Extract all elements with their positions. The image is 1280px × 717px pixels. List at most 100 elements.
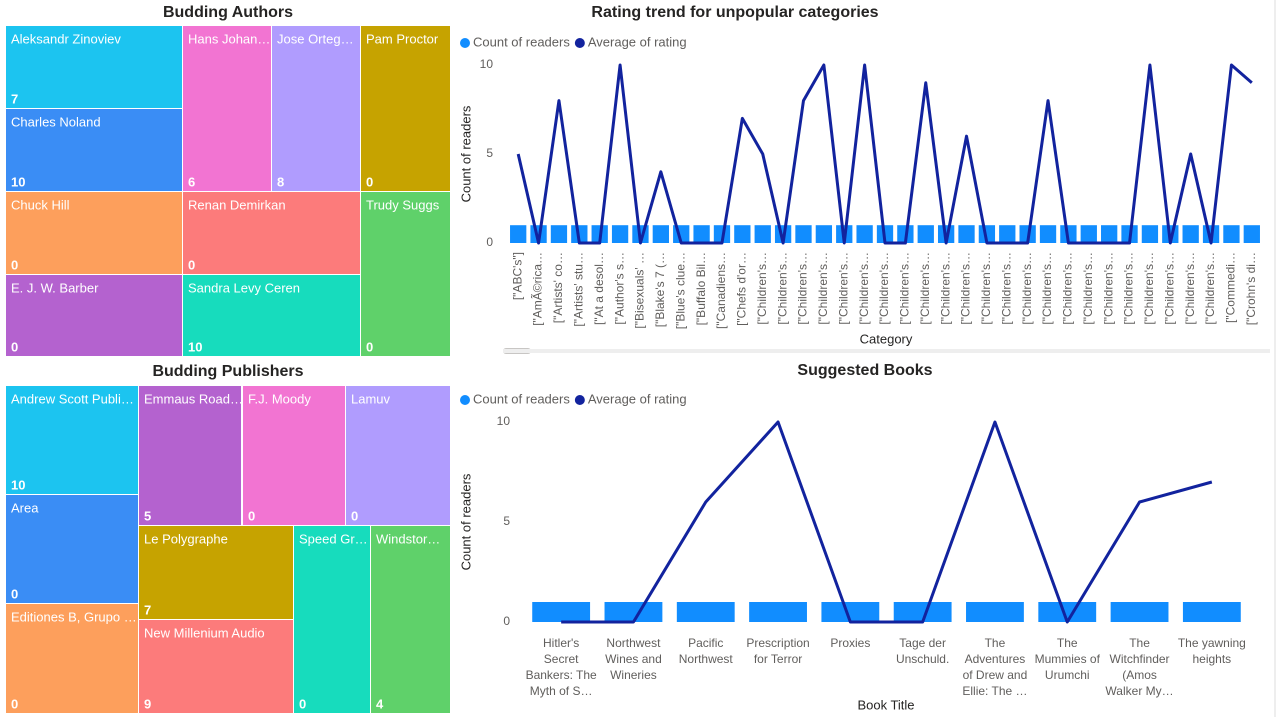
x-tick-label: Northwest Wines and Wineries xyxy=(605,636,662,682)
tile-value: 0 xyxy=(11,586,18,601)
legend-marker xyxy=(460,38,470,48)
y-tick-label: 0 xyxy=(503,614,510,628)
x-tick-label: Pacific Northwest xyxy=(678,636,733,666)
tile-label: Lamuv xyxy=(351,391,391,406)
y-axis-title: Count of readers xyxy=(458,473,473,570)
x-tick-label: ["Canadiens… xyxy=(714,252,728,329)
x-tick-label: ["Children's… xyxy=(959,252,973,325)
x-tick-label: ["Children's… xyxy=(816,252,830,325)
treemap-tile xyxy=(6,192,182,274)
treemap-tile xyxy=(6,109,182,191)
bar xyxy=(676,602,735,622)
y-tick-label: 5 xyxy=(503,514,510,528)
x-tick-label: The yawning heights xyxy=(1177,636,1246,666)
bar xyxy=(604,602,663,622)
treemap-tile xyxy=(183,275,360,356)
bar xyxy=(652,225,669,243)
y-tick-label: 10 xyxy=(497,414,511,428)
treemap-tile xyxy=(183,192,360,274)
tile-value: 10 xyxy=(11,477,25,492)
tile-label: Pam Proctor xyxy=(366,31,439,46)
x-tick-label: Hitler's Secret Bankers: The Myth of S… xyxy=(525,636,597,698)
x-tick-label: ["Blake's 7 (… xyxy=(653,252,667,327)
tile-label: F.J. Moody xyxy=(248,391,311,406)
tile-value: 8 xyxy=(277,174,284,189)
bar xyxy=(856,225,873,243)
tile-label: Trudy Suggs xyxy=(366,197,440,212)
x-tick-label: Prescription for Terror xyxy=(746,636,810,666)
treemap-tile xyxy=(294,526,370,713)
legend-label: Count of readers xyxy=(473,34,570,49)
bar xyxy=(999,225,1016,243)
tile-value: 10 xyxy=(188,339,202,354)
x-tick-label: ["Children's… xyxy=(857,252,871,325)
legend-marker xyxy=(574,395,585,405)
bar xyxy=(1141,225,1159,243)
x-tick-label: ["Blue's clue… xyxy=(673,252,687,329)
treemap-tile xyxy=(6,26,182,108)
x-tick-label: ["At a desol… xyxy=(592,252,606,325)
treemap-tile xyxy=(272,26,360,191)
x-tick-label: ["Chefs d'or… xyxy=(735,252,749,326)
bar xyxy=(611,225,629,243)
tile-label: Charles Noland xyxy=(11,114,101,129)
bar xyxy=(734,225,751,243)
x-tick-label: The Mummies of Urumchi xyxy=(1034,636,1100,682)
x-tick-label: ["Artists' co… xyxy=(551,252,565,323)
bar xyxy=(1223,225,1240,243)
x-tick-label: ["Children's… xyxy=(979,252,993,325)
treemap-tile xyxy=(6,275,182,356)
chart-title: Suggested Books xyxy=(797,362,932,379)
bar xyxy=(917,225,934,243)
treemap-tile xyxy=(139,526,293,619)
treemap-tile xyxy=(6,386,138,494)
tile-label: Sandra Levy Ceren xyxy=(188,280,300,295)
tile-label: Editiones B, Grupo … xyxy=(11,609,137,624)
tile-value: 0 xyxy=(366,174,373,189)
tile-label: Andrew Scott Publi… xyxy=(11,391,134,406)
x-tick-label: ["Children's… xyxy=(796,252,810,325)
legend-marker xyxy=(460,395,470,405)
bar xyxy=(978,225,996,243)
x-tick-label: ["Children's… xyxy=(938,252,952,325)
x-tick-label: ["Children's… xyxy=(1142,252,1156,325)
x-tick-label: ["Crohn's di… xyxy=(1244,252,1258,325)
x-tick-label: ["Children's… xyxy=(755,252,769,325)
x-tick-label: The Adventures of Drew and Ellie: The … xyxy=(962,636,1028,698)
x-tick-label: ["Children's… xyxy=(1040,252,1054,325)
tile-label: Hans Johan… xyxy=(188,31,270,46)
bar xyxy=(795,225,812,243)
bar xyxy=(1101,225,1118,243)
x-tick-label: ["Commedi… xyxy=(1224,252,1238,323)
x-tick-label: ["Children's… xyxy=(836,252,850,325)
x-tick-label: ["Children's… xyxy=(1122,252,1136,325)
tile-value: 0 xyxy=(188,257,195,272)
x-tick-label: ["Children's… xyxy=(1101,252,1115,325)
bar xyxy=(1038,602,1097,622)
x-tick-label: ["Children's… xyxy=(1061,252,1075,325)
x-tick-label: The Witchfinder (Amos Walker My… xyxy=(1105,636,1174,698)
bar xyxy=(1080,225,1097,243)
tile-value: 0 xyxy=(11,339,18,354)
chart-title: Budding Authors xyxy=(163,4,293,21)
tile-label: Aleksandr Zinoviev xyxy=(11,31,121,46)
x-tick-label: ["Children's… xyxy=(1081,252,1095,325)
x-tick-label: ["Children's… xyxy=(1183,252,1197,325)
tile-value: 0 xyxy=(351,508,358,523)
bar xyxy=(510,225,527,243)
tile-label: Le Polygraphe xyxy=(144,531,228,546)
x-tick-label: ["Children's… xyxy=(1020,252,1034,325)
tile-label: Windstor… xyxy=(376,531,440,546)
tile-label: Renan Demirkan xyxy=(188,197,286,212)
x-tick-label: ["Author's s… xyxy=(612,252,626,325)
x-tick-label: ["Children's… xyxy=(999,252,1013,325)
treemap-tile xyxy=(183,26,271,191)
chart-title: Rating trend for unpopular categories xyxy=(591,4,878,21)
bar xyxy=(749,602,807,622)
x-tick-label: Tage der Unschuld. xyxy=(895,636,950,666)
legend-label: Average of rating xyxy=(588,391,687,406)
bar xyxy=(1182,225,1199,243)
treemap-tile xyxy=(361,192,450,356)
